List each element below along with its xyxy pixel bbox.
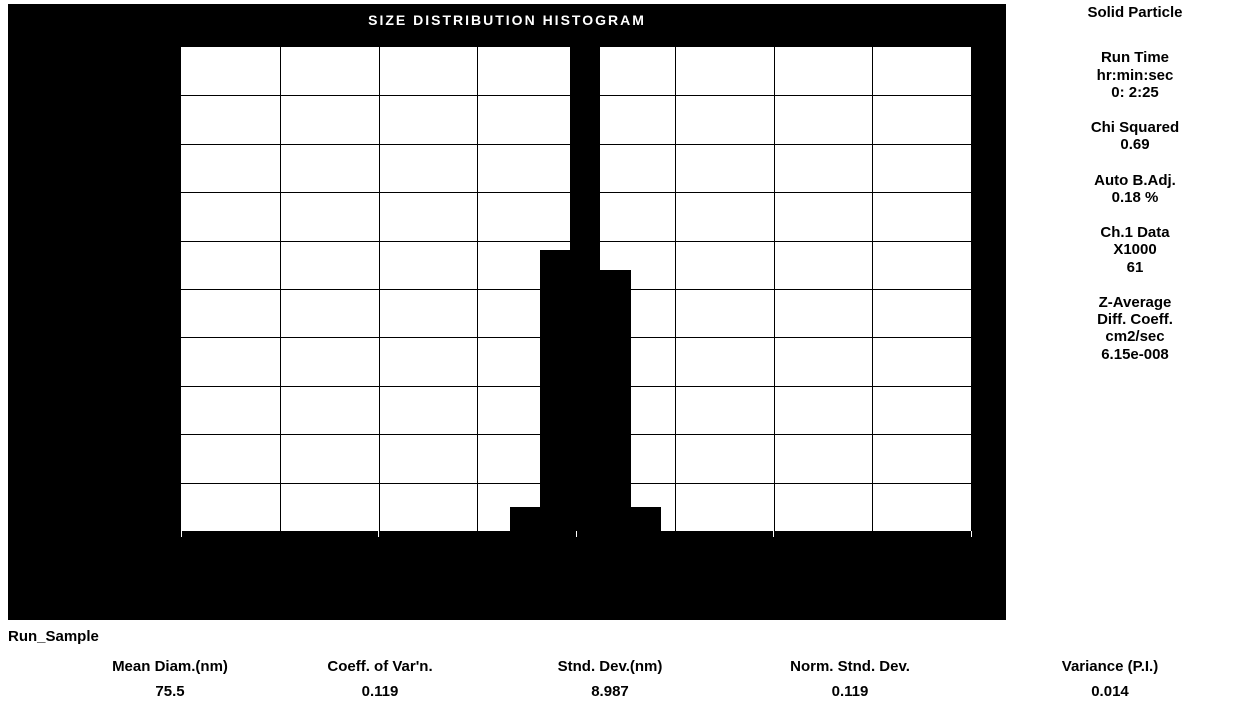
- grid-line-v: [675, 47, 676, 531]
- runtime-label-1: Run Time: [1035, 49, 1235, 66]
- histogram-bar: [570, 47, 600, 531]
- stat-value: 0.119: [280, 683, 480, 700]
- autobadj-label: Auto B.Adj.: [1035, 172, 1235, 189]
- runtime-label-2: hr:min:sec: [1035, 67, 1235, 84]
- grid-line-v: [280, 47, 281, 531]
- x-tick: [181, 531, 182, 537]
- zavg-l2: Diff. Coeff.: [1035, 311, 1235, 328]
- x-tick: [576, 531, 577, 537]
- histogram-bar: [510, 507, 540, 531]
- grid-line-v: [379, 47, 380, 531]
- histogram-bar: [631, 507, 661, 531]
- side-panel: Solid Particle Run Time hr:min:sec 0: 2:…: [1035, 4, 1235, 363]
- stat-label: Mean Diam.(nm): [60, 658, 280, 675]
- plot-area: [180, 46, 972, 532]
- chisq-label: Chi Squared: [1035, 119, 1235, 136]
- stat-label: Variance (P.I.): [1010, 658, 1210, 675]
- chisq-value: 0.69: [1035, 136, 1235, 153]
- side-header: Solid Particle: [1035, 4, 1235, 21]
- x-tick: [971, 531, 972, 537]
- stat-value: 0.014: [1010, 683, 1210, 700]
- grid-line-v: [774, 47, 775, 531]
- zavg-l1: Z-Average: [1035, 294, 1235, 311]
- run-sample-label: Run_Sample: [8, 628, 99, 645]
- ch1-label-2: X1000: [1035, 241, 1235, 258]
- ch1-label-1: Ch.1 Data: [1035, 224, 1235, 241]
- autobadj-value: 0.18 %: [1035, 189, 1235, 206]
- stat-value: 0.119: [740, 683, 960, 700]
- stat-block: Norm. Stnd. Dev. 0.119: [740, 658, 960, 700]
- stat-label: Coeff. of Var'n.: [280, 658, 480, 675]
- histogram-bar: [600, 270, 630, 531]
- chart-title: SIZE DISTRIBUTION HISTOGRAM: [10, 6, 1004, 34]
- zavg-l3: cm2/sec: [1035, 328, 1235, 345]
- x-tick: [378, 531, 379, 537]
- zavg-value: 6.15e-008: [1035, 346, 1235, 363]
- stat-block: Stnd. Dev.(nm) 8.987: [500, 658, 720, 700]
- stat-value: 8.987: [500, 683, 720, 700]
- chart-frame: SIZE DISTRIBUTION HISTOGRAM: [8, 4, 1006, 620]
- stat-value: 75.5: [60, 683, 280, 700]
- stat-block: Variance (P.I.) 0.014: [1010, 658, 1210, 700]
- grid-line-v: [872, 47, 873, 531]
- stat-block: Mean Diam.(nm) 75.5: [60, 658, 280, 700]
- histogram-bar: [540, 250, 570, 531]
- runtime-value: 0: 2:25: [1035, 84, 1235, 101]
- grid-line-v: [477, 47, 478, 531]
- stat-label: Stnd. Dev.(nm): [500, 658, 720, 675]
- stat-label: Norm. Stnd. Dev.: [740, 658, 960, 675]
- ch1-value: 61: [1035, 259, 1235, 276]
- x-tick: [773, 531, 774, 537]
- stat-block: Coeff. of Var'n. 0.119: [280, 658, 480, 700]
